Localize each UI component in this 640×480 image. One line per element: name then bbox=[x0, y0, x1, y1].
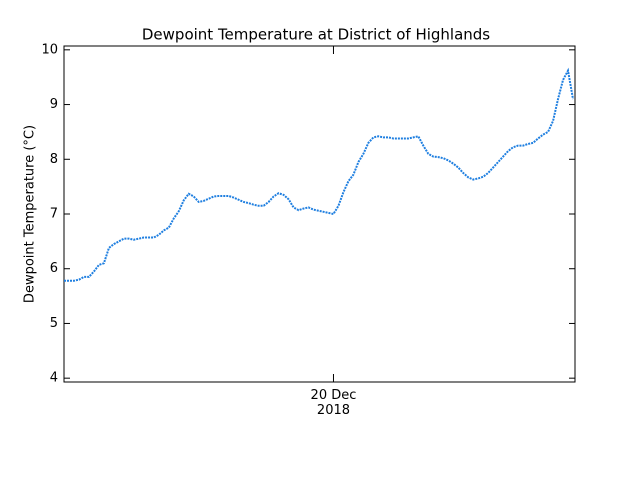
chart-title: Dewpoint Temperature at District of High… bbox=[142, 26, 490, 44]
y-tick-label: 6 bbox=[50, 261, 58, 276]
y-tick-label: 9 bbox=[50, 97, 58, 112]
data-line bbox=[64, 67, 574, 282]
y-tick-label: 4 bbox=[50, 371, 58, 386]
y-tick-label: 5 bbox=[50, 316, 58, 331]
plot-frame bbox=[63, 45, 576, 383]
y-tick-label: 7 bbox=[50, 207, 58, 222]
y-axis-label: Dewpoint Temperature (°C) bbox=[23, 125, 38, 303]
y-tick-label: 10 bbox=[41, 42, 58, 57]
x-tick-label: 20 Dec 2018 bbox=[310, 388, 357, 418]
y-tick-label: 8 bbox=[50, 152, 58, 167]
